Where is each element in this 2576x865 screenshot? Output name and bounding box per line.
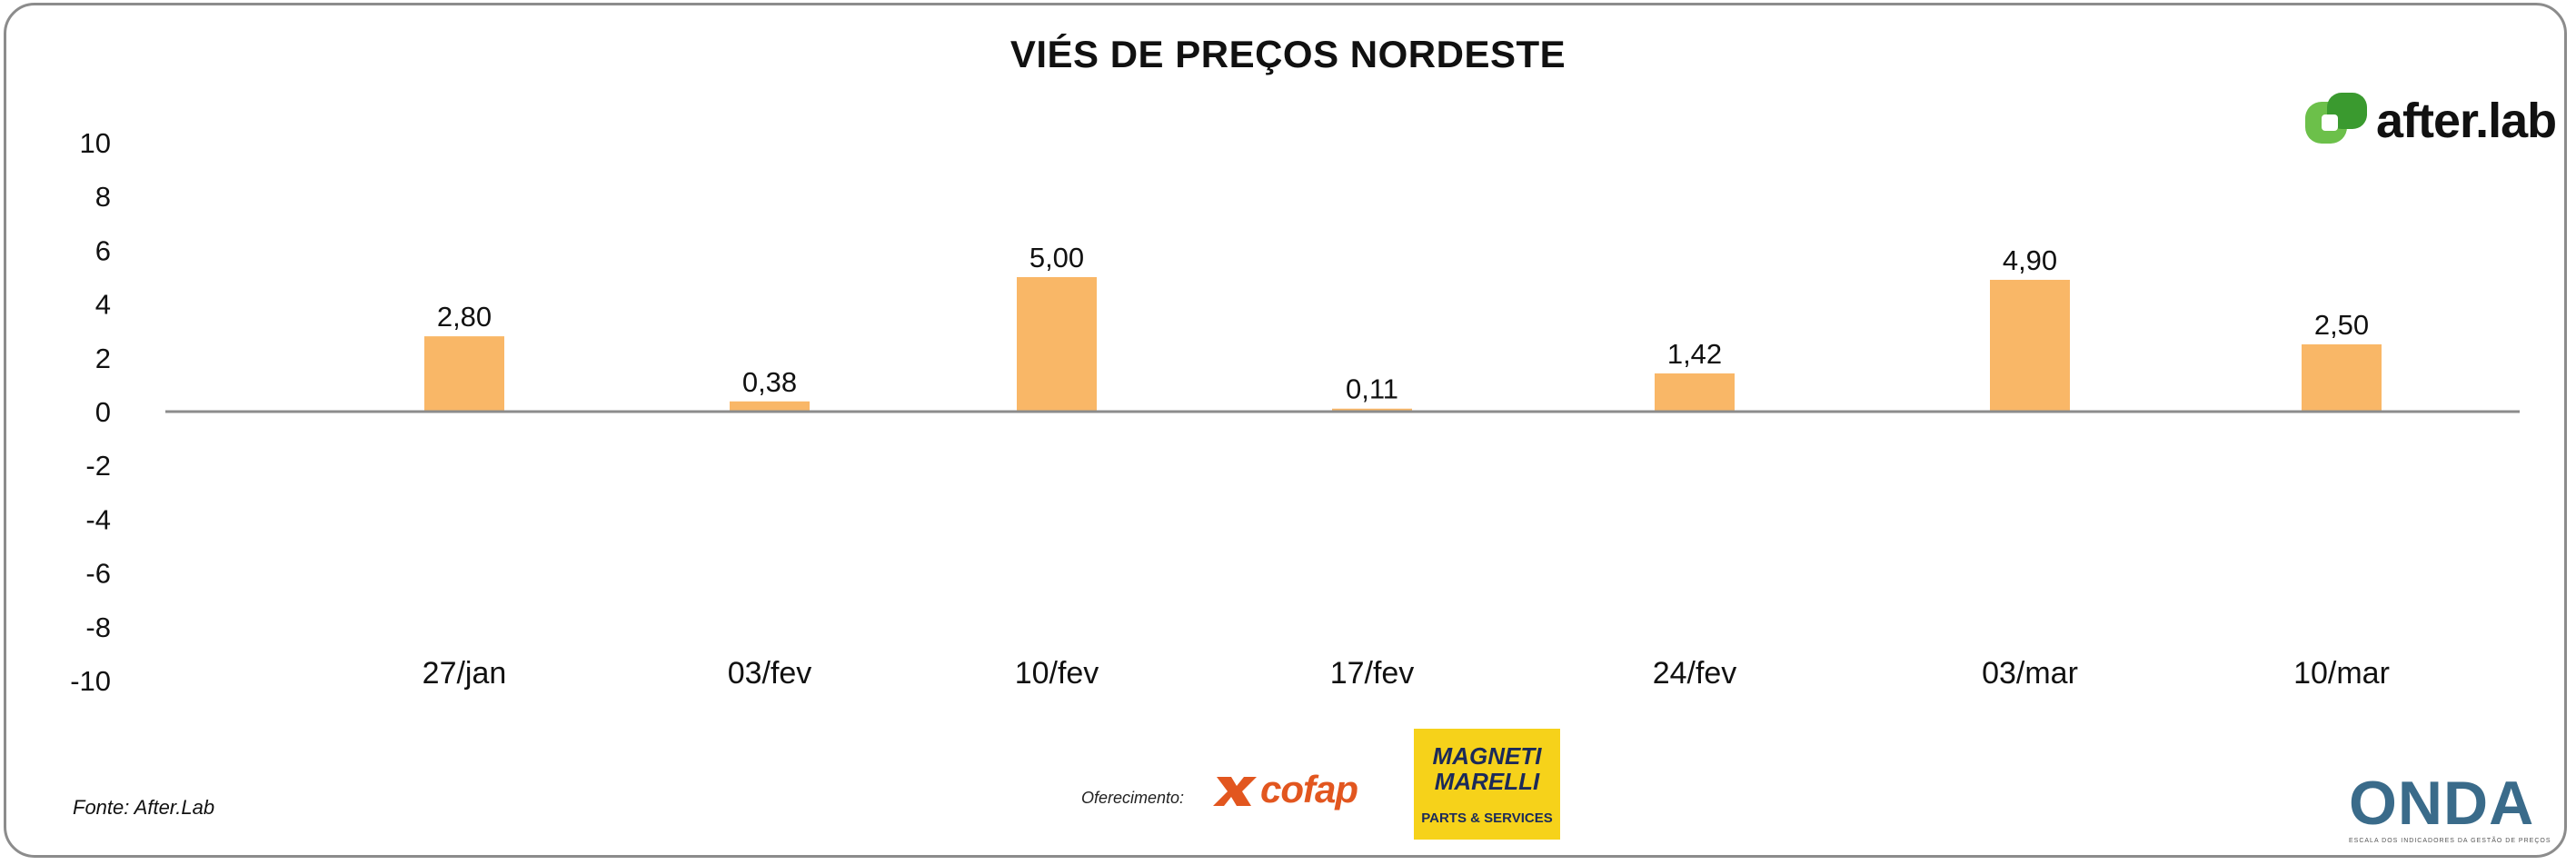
data-label: 2,80	[437, 301, 492, 333]
bar	[1990, 279, 2070, 412]
magneti-marelli-logo: MAGNETI MARELLI PARTS & SERVICES	[1414, 729, 1560, 840]
data-label: 2,50	[2314, 309, 2369, 341]
onda-tagline: ESCALA DOS INDICADORES DA GESTÃO DE PREÇ…	[2349, 838, 2551, 844]
data-label: 4,90	[2003, 244, 2057, 276]
cofap-x-icon	[1213, 777, 1257, 806]
after-lab-logo-icon	[2305, 93, 2367, 144]
bar	[1332, 408, 1412, 412]
data-label: 0,11	[1346, 373, 1398, 405]
y-tick-label: 2	[95, 343, 111, 374]
x-tick-label: 03/mar	[1982, 656, 2078, 691]
data-labels: 2,80 0,38 5,00 0,11 1,42 4,90 2,50	[437, 242, 2369, 405]
x-tick-label: 17/fev	[1330, 656, 1415, 691]
onda-wordmark: ONDA	[2349, 769, 2535, 838]
y-tick-label: -4	[85, 503, 111, 535]
y-tick-label: 0	[95, 396, 111, 428]
x-tick-label: 24/fev	[1653, 656, 1737, 691]
magneti-marelli-wordmark: MAGNETI MARELLI	[1432, 742, 1542, 795]
bar	[424, 336, 504, 412]
x-tick-label: 27/jan	[423, 656, 507, 691]
bars	[424, 277, 2382, 412]
y-tick-label: -8	[85, 611, 111, 643]
cofap-logo: cofap	[1213, 768, 1386, 815]
chart-frame	[4, 3, 2567, 858]
bar	[1017, 277, 1097, 412]
after-lab-logo: after.lab	[2303, 91, 2558, 156]
y-axis-ticks: 10 8 6 4 2 0 -2 -4 -6 -8 -10	[70, 127, 111, 697]
x-tick-label: 03/fev	[728, 656, 812, 691]
y-tick-label: 8	[95, 181, 111, 213]
y-tick-label: 10	[80, 127, 111, 159]
data-label: 1,42	[1667, 338, 1722, 370]
x-tick-label: 10/fev	[1015, 656, 1099, 691]
magneti-parts-services: PARTS & SERVICES	[1421, 810, 1553, 826]
y-tick-label: -2	[85, 450, 111, 482]
bar	[1655, 373, 1735, 412]
offered-by-label: Oferecimento:	[1081, 789, 1185, 807]
x-tick-label: 10/mar	[2293, 656, 2390, 691]
onda-logo: ONDA ESCALA DOS INDICADORES DA GESTÃO DE…	[2349, 769, 2551, 845]
y-tick-label: -10	[70, 665, 111, 697]
y-tick-label: 6	[95, 234, 111, 266]
chart-title: VIÉS DE PREÇOS NORDESTE	[1010, 33, 1566, 75]
bar	[2302, 344, 2382, 412]
x-axis-categories: 27/jan 03/fev 10/fev 17/fev 24/fev 03/mar 10/m…	[423, 656, 2390, 691]
cofap-wordmark: cofap	[1260, 768, 1358, 810]
data-label: 5,00	[1029, 242, 1084, 273]
data-label: 0,38	[742, 366, 797, 398]
y-tick-label: -6	[85, 558, 111, 590]
source-note: Fonte: After.Lab	[73, 796, 215, 819]
after-lab-wordmark: after.lab	[2376, 94, 2557, 148]
y-tick-label: 4	[95, 289, 111, 321]
bar	[730, 401, 810, 412]
